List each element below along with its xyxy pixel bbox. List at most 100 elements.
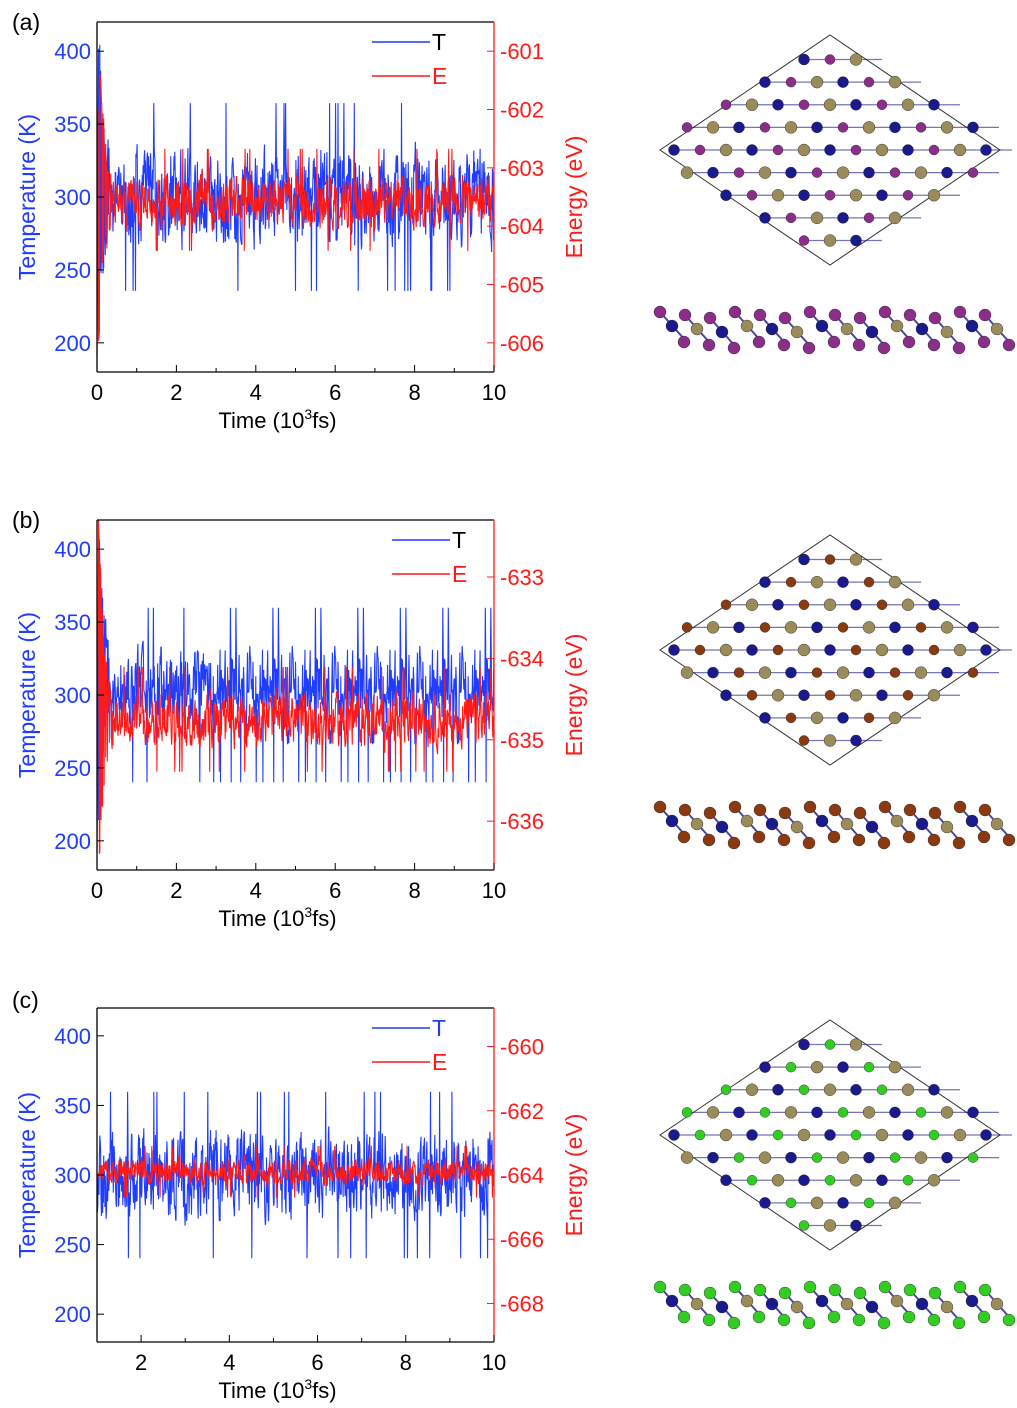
atom xyxy=(901,598,915,611)
y-right-tick-label: -666 xyxy=(500,1227,544,1252)
atom xyxy=(771,1174,785,1187)
atom xyxy=(824,144,836,156)
atom xyxy=(863,712,875,724)
y-left-tick-label: 350 xyxy=(54,1093,91,1118)
x-tick-label: 4 xyxy=(223,1350,235,1375)
atom xyxy=(810,75,824,89)
side-atom xyxy=(853,311,867,325)
side-atom xyxy=(653,800,667,814)
atom xyxy=(849,53,863,66)
side-atom xyxy=(878,1280,892,1294)
atom xyxy=(745,1083,759,1096)
side-atom xyxy=(903,1283,917,1297)
atom xyxy=(824,54,836,65)
atom xyxy=(875,1128,889,1142)
side-atom xyxy=(740,814,754,828)
side-atom xyxy=(703,311,717,325)
atom xyxy=(785,712,797,724)
x-tick-label: 8 xyxy=(408,380,420,405)
side-atom xyxy=(965,814,979,828)
atom xyxy=(823,1219,837,1232)
side-atom xyxy=(978,1283,992,1297)
side-atom xyxy=(928,806,942,820)
atom xyxy=(681,622,693,633)
x-tick-label: 6 xyxy=(311,1350,323,1375)
atom xyxy=(772,1129,784,1141)
atom xyxy=(876,1174,888,1186)
legend-label-E: E xyxy=(432,63,447,89)
atom xyxy=(824,190,836,201)
side-atom xyxy=(940,820,954,834)
atom xyxy=(759,122,771,133)
atomic-structure-a xyxy=(653,34,1016,355)
side-atom xyxy=(927,338,941,352)
atomic-structure-b xyxy=(653,534,1016,850)
side-atom xyxy=(715,325,729,339)
atom xyxy=(928,599,940,611)
atom xyxy=(694,144,706,156)
atom xyxy=(928,144,940,156)
panel-label: (c) xyxy=(12,987,39,1013)
side-atom xyxy=(1002,338,1016,352)
atom xyxy=(837,622,849,633)
side-atom xyxy=(952,1316,966,1330)
atom xyxy=(863,166,875,179)
atom xyxy=(719,143,733,157)
atom xyxy=(863,76,875,88)
side-atom xyxy=(803,1280,817,1294)
side-atom xyxy=(653,305,667,319)
y-right-axis-label: Energy (eV) xyxy=(561,136,587,259)
atom xyxy=(837,576,849,588)
atom xyxy=(837,212,849,224)
x-tick-label: 4 xyxy=(250,878,262,903)
atom xyxy=(785,576,797,588)
atom xyxy=(876,599,888,610)
side-atom xyxy=(790,325,804,339)
atom xyxy=(811,121,823,134)
atom xyxy=(927,689,941,702)
atom xyxy=(824,1039,836,1050)
side-atom xyxy=(727,341,741,355)
atom xyxy=(928,99,940,111)
atom xyxy=(980,144,992,156)
atom xyxy=(824,1175,836,1186)
atom xyxy=(784,121,798,134)
atom xyxy=(902,144,914,156)
atom xyxy=(810,1196,824,1210)
side-atom xyxy=(728,800,742,814)
atom xyxy=(849,553,863,566)
atom xyxy=(746,144,758,156)
atom xyxy=(889,621,901,634)
atom xyxy=(863,212,875,224)
atom xyxy=(837,1107,849,1118)
side-atom xyxy=(728,305,742,319)
y-right-tick-label: -605 xyxy=(500,273,544,298)
atom xyxy=(759,622,771,633)
side-atom xyxy=(703,1286,717,1300)
atom xyxy=(876,1084,888,1095)
atom xyxy=(746,644,758,656)
atom xyxy=(824,644,836,656)
atom xyxy=(810,575,824,589)
atom xyxy=(785,212,797,224)
side-atom xyxy=(928,311,942,325)
y-left-tick-label: 200 xyxy=(54,1302,91,1327)
atom xyxy=(680,166,694,179)
legend-label-T: T xyxy=(432,29,446,55)
side-atom xyxy=(827,1310,841,1324)
side-atom xyxy=(953,1280,967,1294)
atom xyxy=(836,166,850,179)
side-atom xyxy=(965,319,979,333)
atom xyxy=(927,1174,941,1187)
side-atom xyxy=(715,820,729,834)
side-atom xyxy=(677,335,691,349)
atom xyxy=(888,1060,902,1074)
atom xyxy=(862,1106,876,1119)
y-left-tick-label: 250 xyxy=(54,756,91,781)
atom xyxy=(810,711,824,725)
atom xyxy=(888,211,902,225)
chart-panel-c: 2 4 6 8 10 Time (103fs) 200 250 300 350 400 -668 -66… xyxy=(12,987,587,1403)
atom xyxy=(876,689,888,701)
side-atom xyxy=(1002,1313,1016,1327)
